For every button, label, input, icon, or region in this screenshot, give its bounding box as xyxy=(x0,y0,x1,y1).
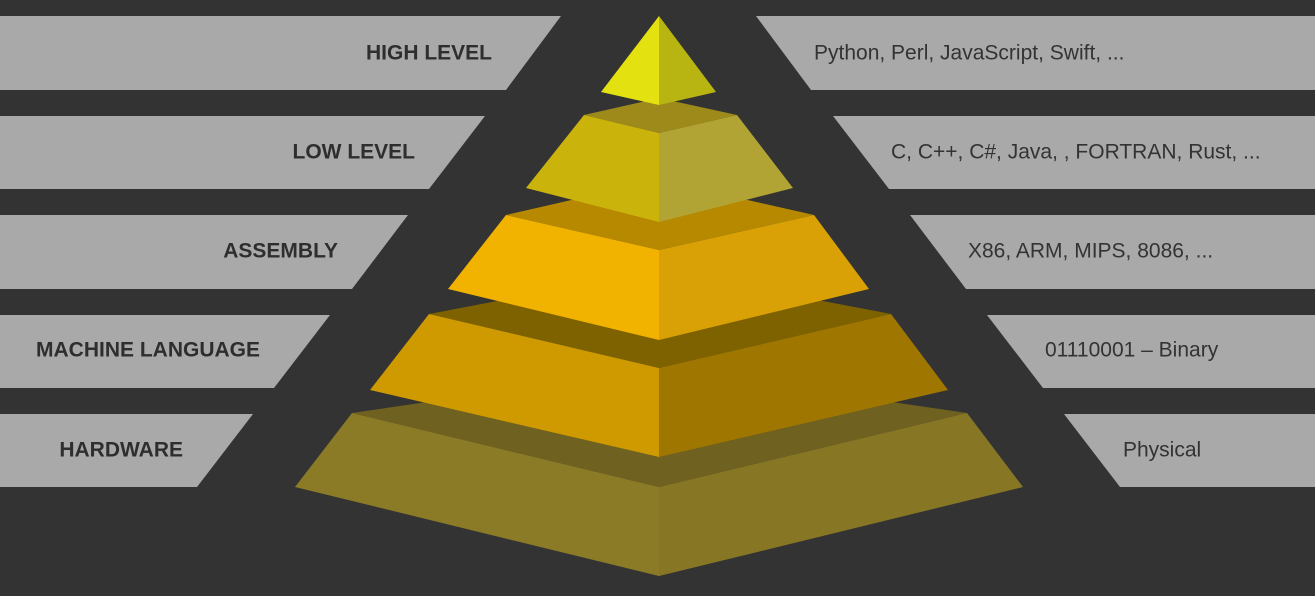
right-band-low-level xyxy=(833,116,1315,189)
level-label-machine-language: MACHINE LANGUAGE xyxy=(36,339,260,362)
level-label-assembly: ASSEMBLY xyxy=(223,240,338,263)
level-examples-low: C, C++, C#, Java, , FORTRAN, Rust, ... xyxy=(891,141,1261,164)
left-band-machine-language xyxy=(0,315,330,388)
pyramid-tier-high-level xyxy=(601,16,716,105)
pyramid-tier-low-level xyxy=(526,98,793,222)
left-band-low-level xyxy=(0,116,485,189)
level-label-hardware: HARDWARE xyxy=(59,439,183,462)
level-examples-assembly: X86, ARM, MIPS, 8086, ... xyxy=(968,240,1213,263)
right-band-hardware xyxy=(1064,414,1315,487)
level-examples-high: Python, Perl, JavaScript, Swift, ... xyxy=(814,42,1124,65)
level-examples-machine-language: 01110001 – Binary xyxy=(1045,339,1219,362)
level-label-low: LOW LEVEL xyxy=(293,141,416,164)
level-examples-hardware: Physical xyxy=(1123,439,1201,462)
left-band-high-level xyxy=(0,16,561,90)
left-band-hardware xyxy=(0,414,253,487)
right-band-assembly xyxy=(910,215,1315,289)
left-band-assembly xyxy=(0,215,408,289)
right-band-high-level xyxy=(756,16,1315,90)
level-label-high: HIGH LEVEL xyxy=(366,42,492,65)
right-band-machine-language xyxy=(987,315,1315,388)
